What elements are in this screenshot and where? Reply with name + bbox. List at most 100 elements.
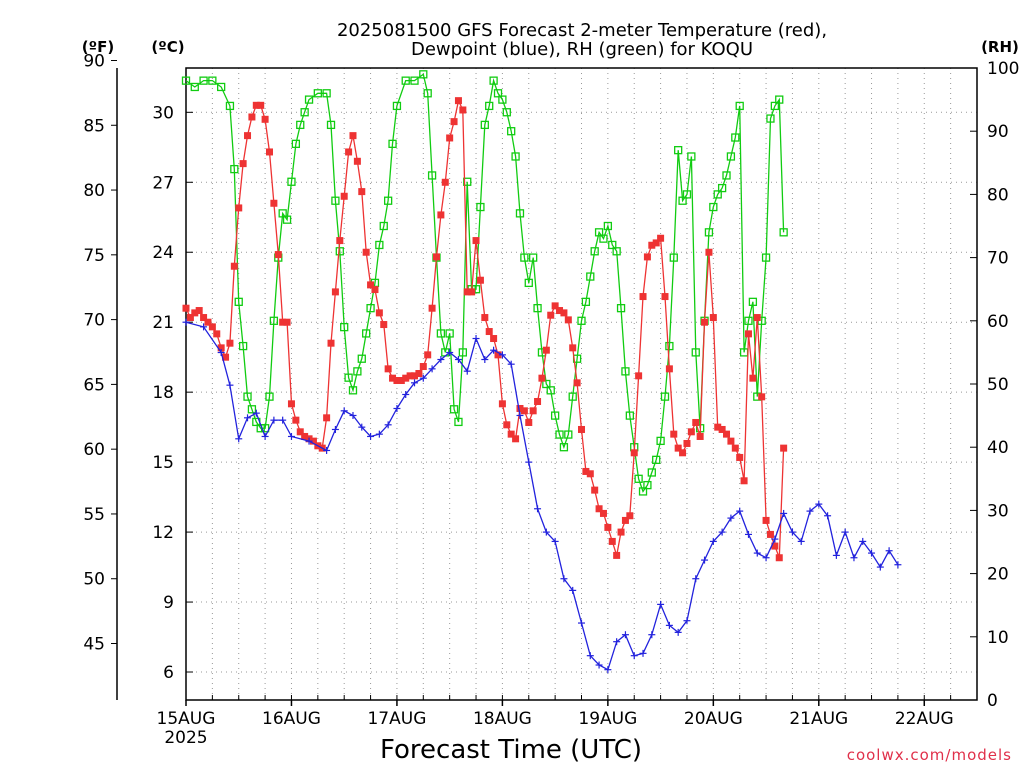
rh-point — [326, 120, 336, 130]
temperature-point — [635, 372, 643, 380]
rh-point — [524, 278, 533, 288]
rh-point — [375, 240, 384, 250]
chart-title-line-1: 2025081500 GFS Forecast 2-meter Temperat… — [337, 20, 827, 41]
temperature-point — [744, 330, 752, 338]
temperature-point — [630, 449, 638, 457]
temperature-point — [389, 374, 397, 382]
dewpoint-point — [305, 437, 313, 445]
temperature-point — [222, 353, 230, 361]
rh-point — [247, 405, 257, 414]
rh-point — [313, 89, 322, 98]
rh-point — [779, 228, 788, 237]
temperature-point — [503, 421, 511, 429]
temperature-point — [758, 393, 766, 401]
rh-point — [669, 253, 678, 262]
dewpoint-point — [323, 446, 331, 454]
dewpoint-point — [788, 528, 796, 536]
celsius-unit-label: (ºC) — [151, 38, 184, 56]
temperature-point — [402, 374, 410, 382]
grid-lines — [186, 68, 977, 700]
temperature-point — [287, 400, 295, 408]
temperature-point — [397, 377, 405, 385]
rh-point — [594, 228, 604, 237]
temperature-point — [213, 330, 221, 338]
fahrenheit-tick-label: 75 — [83, 246, 105, 266]
rh-point — [476, 202, 485, 212]
temperature-point — [362, 248, 370, 256]
dewpoint-point — [718, 528, 726, 536]
temperature-point — [301, 432, 309, 440]
dewpoint-point — [639, 649, 647, 657]
dewpoint-point — [648, 631, 656, 639]
rh-point — [612, 247, 621, 256]
rh-point — [568, 392, 577, 401]
dewpoint-point — [226, 381, 234, 389]
rh-point — [652, 455, 661, 464]
temperature-point — [701, 318, 709, 326]
dewpoint-point — [287, 432, 295, 440]
rh-point — [564, 430, 573, 439]
dewpoint-point — [454, 356, 462, 364]
dewpoint-point — [551, 537, 559, 545]
temperature-point — [261, 115, 269, 123]
rh-unit-label: (RH) — [981, 38, 1019, 56]
temperature-point — [217, 344, 225, 352]
temperature-point — [775, 554, 783, 562]
temperature-point — [437, 211, 445, 219]
dewpoint-point — [217, 349, 225, 357]
rh-point — [344, 373, 353, 382]
temperature-point — [485, 328, 493, 336]
x-tick-label: 20AUG — [684, 709, 743, 729]
rh-point — [656, 436, 665, 446]
rh-point — [485, 101, 494, 111]
rh-point — [419, 70, 428, 79]
dewpoint-point — [446, 349, 454, 357]
rh-point — [357, 354, 366, 363]
temperature-point — [582, 467, 590, 475]
rh-point — [234, 297, 243, 306]
rh-point — [546, 386, 555, 395]
temperature-point — [200, 314, 208, 322]
temperature-point — [723, 430, 731, 438]
dewpoint-point — [674, 628, 682, 636]
dewpoint-point — [806, 507, 814, 515]
temperature-point — [490, 335, 498, 343]
dewpoint-point — [762, 554, 770, 562]
rh-point — [243, 392, 252, 401]
temperature-point — [551, 302, 559, 310]
temperature-point — [766, 530, 774, 538]
rh-tick-label: 30 — [987, 501, 1009, 521]
fahrenheit-tick-label: 90 — [83, 51, 105, 71]
dewpoint-point — [182, 318, 190, 326]
rh-point — [498, 95, 507, 104]
temperature-point — [586, 470, 594, 478]
x-tick-label: 17AUG — [367, 709, 426, 729]
temperature-point — [296, 428, 304, 436]
x-tick-label: 18AUG — [473, 709, 532, 729]
rh-point — [181, 76, 191, 85]
rh-point — [581, 297, 591, 306]
temperature-point — [283, 318, 291, 326]
temperature-point — [279, 318, 287, 326]
rh-point — [717, 183, 727, 193]
rh-point — [647, 468, 656, 477]
temperature-point — [239, 160, 247, 168]
rh-point — [687, 152, 696, 161]
fahrenheit-unit-label: (ºF) — [82, 38, 114, 56]
temperature-point — [709, 314, 717, 322]
rh-point — [392, 101, 402, 111]
temperature-point — [327, 339, 335, 347]
dewpoint-point — [261, 432, 269, 440]
dewpoint-point — [692, 575, 700, 583]
dewpoint-point — [727, 514, 735, 522]
rh-point — [621, 367, 630, 376]
rh-point — [559, 443, 569, 452]
rh-point — [770, 101, 780, 111]
temperature-point — [358, 188, 366, 196]
dewpoint-point — [780, 509, 788, 517]
dewpoint-point — [876, 563, 884, 571]
temperature-point — [626, 512, 634, 520]
rh-point — [625, 411, 634, 420]
temperature-point — [534, 397, 542, 405]
temperature-point — [687, 428, 695, 436]
